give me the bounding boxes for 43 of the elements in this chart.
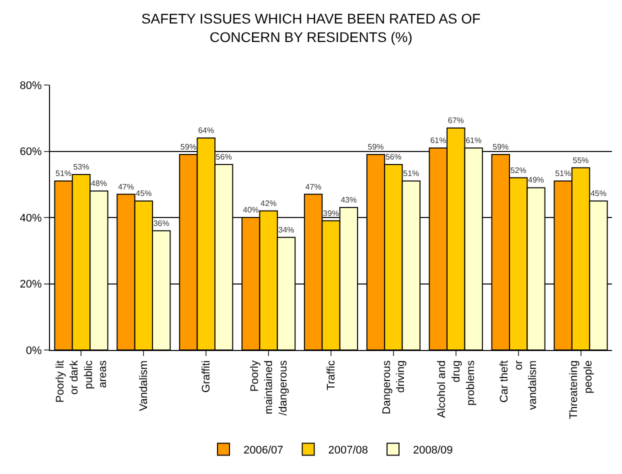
- legend-label: 2008/09: [413, 444, 453, 457]
- data-label: 56%: [385, 152, 402, 162]
- data-label: 42%: [260, 198, 277, 208]
- data-label: 59%: [368, 142, 384, 152]
- data-label: 39%: [322, 208, 340, 218]
- data-label: 49%: [528, 176, 544, 185]
- y-tick-label: 20%: [20, 278, 42, 291]
- x-tick-label: Threatening people: [568, 360, 595, 420]
- x-tick-label: Traffic: [326, 360, 338, 390]
- data-label: 34%: [278, 225, 294, 234]
- data-label: 67%: [448, 116, 464, 126]
- data-label: 51%: [56, 169, 72, 178]
- data-label: 43%: [340, 196, 357, 205]
- y-tick-label: 60%: [20, 146, 42, 158]
- y-tick-label: 40%: [20, 212, 42, 224]
- data-label: 64%: [198, 126, 214, 135]
- legend-label: 2006/07: [244, 444, 284, 457]
- data-label: 51%: [555, 169, 572, 178]
- chart-title: SAFETY ISSUES WHICH HAVE BEEN RATED AS OF CONCERN BY RESIDENTS (%): [141, 10, 481, 45]
- data-label: 53%: [73, 162, 90, 172]
- data-label: 47%: [118, 182, 134, 192]
- data-label: 52%: [510, 166, 526, 175]
- data-label: 56%: [216, 152, 232, 162]
- y-tick-label: 0%: [26, 344, 42, 357]
- x-tick-label: Dangerous driving: [380, 360, 408, 414]
- data-label: 40%: [242, 206, 259, 214]
- data-label: 48%: [90, 179, 107, 188]
- data-label: 47%: [305, 182, 322, 192]
- x-tick-label: Vandalism: [138, 360, 150, 411]
- x-tick-label: Graffiti: [200, 360, 213, 393]
- data-label: 45%: [136, 188, 152, 198]
- data-label: 51%: [403, 169, 420, 178]
- data-label: 55%: [572, 156, 589, 165]
- data-label: 36%: [153, 218, 170, 228]
- data-label: 59%: [492, 142, 509, 152]
- data-label: 61%: [430, 136, 446, 145]
- data-label: 45%: [590, 188, 606, 198]
- x-tick-label: Poorly lit or dark public areas: [54, 360, 110, 403]
- data-label: 61%: [466, 136, 482, 145]
- data-label: 59%: [180, 142, 196, 152]
- y-tick-label: 80%: [20, 80, 42, 92]
- x-tick-label: Poorly maintained /dangerous: [248, 360, 290, 416]
- legend-label: 2007/08: [328, 444, 368, 457]
